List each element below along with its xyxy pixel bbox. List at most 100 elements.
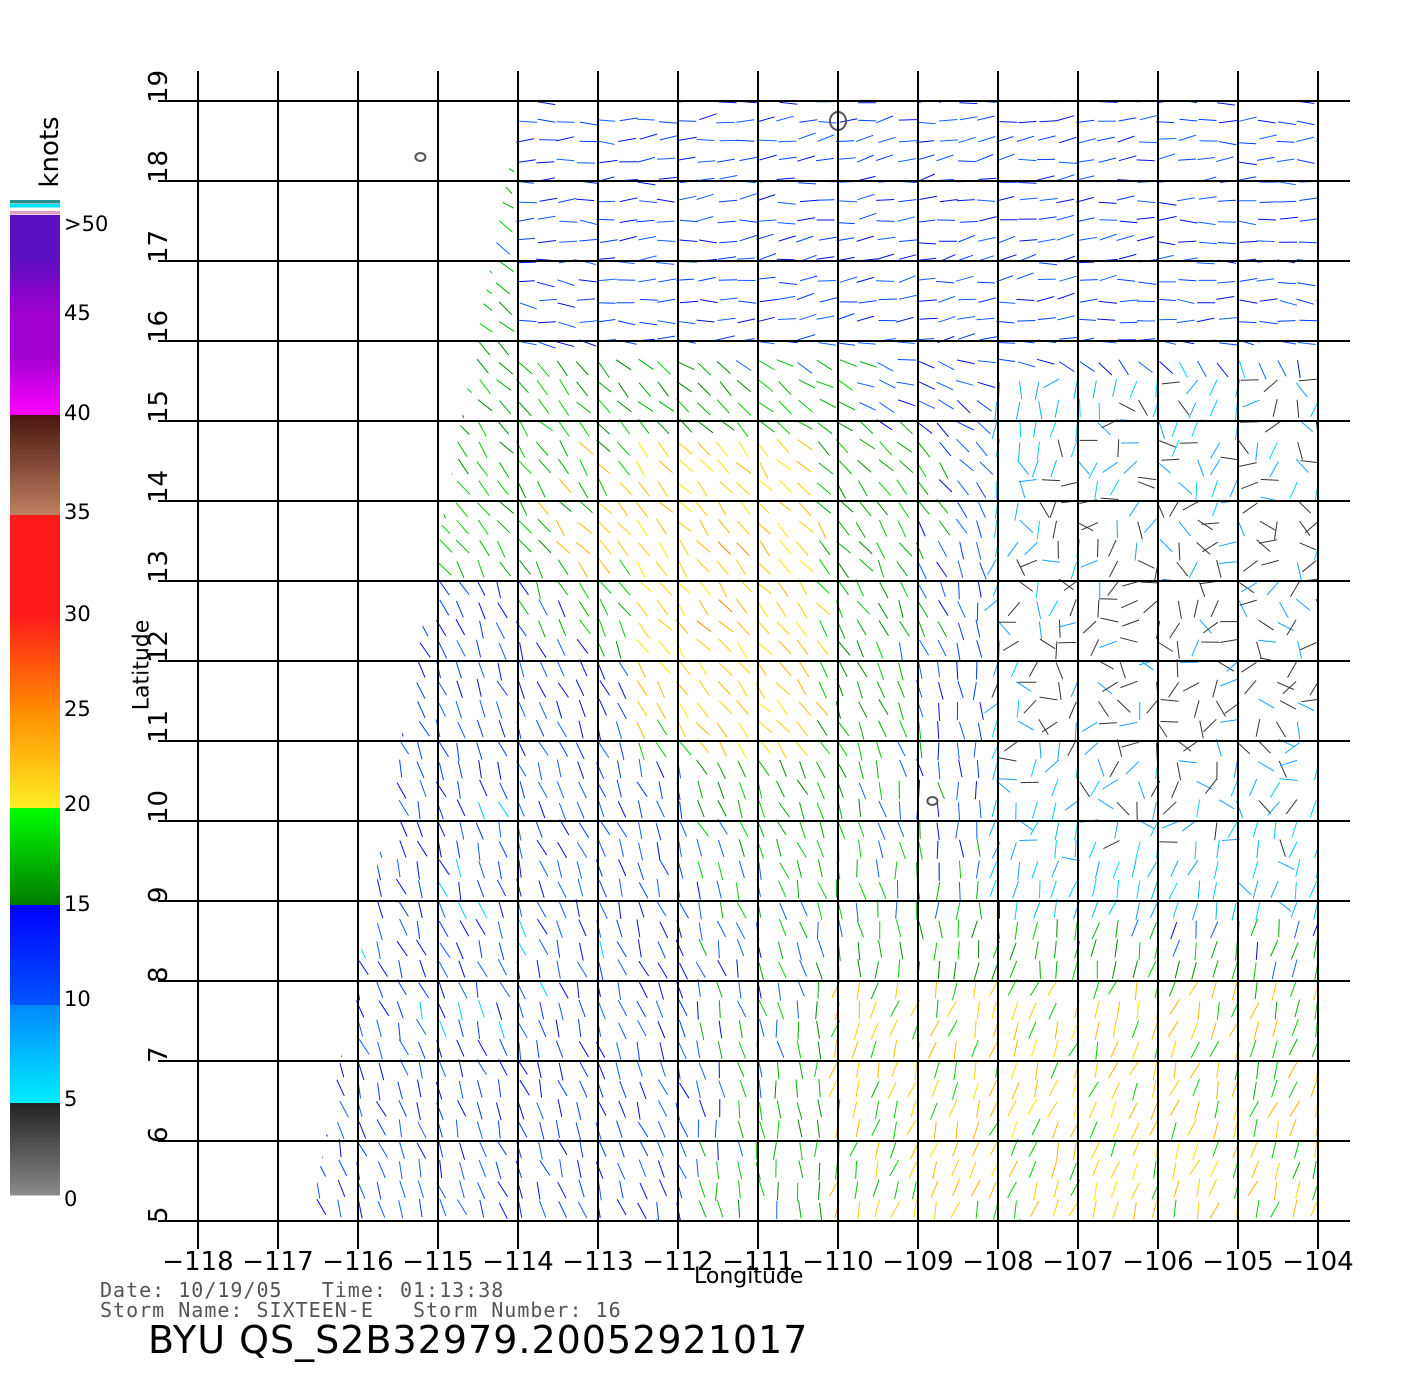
wind-vector xyxy=(1297,360,1301,379)
wind-vector xyxy=(679,1219,682,1221)
wind-vector xyxy=(1013,1022,1019,1041)
wind-vector xyxy=(237,762,242,779)
wind-vector xyxy=(938,316,956,323)
wind-vector xyxy=(198,143,210,156)
wind-vector xyxy=(1047,1101,1058,1118)
wind-vector xyxy=(929,1020,940,1037)
wind-vector xyxy=(256,382,268,395)
wind-vector xyxy=(556,939,561,958)
wind-vector xyxy=(518,460,532,475)
colorbar-label: 15 xyxy=(64,892,91,916)
wind-vector xyxy=(216,583,223,600)
wind-vector xyxy=(556,920,563,938)
wind-vector xyxy=(1028,1160,1037,1178)
wind-vector xyxy=(1299,319,1318,322)
wind-vector xyxy=(617,500,629,517)
wind-vector xyxy=(559,379,570,396)
wind-vector xyxy=(1271,1079,1278,1098)
wind-vector xyxy=(796,235,814,243)
wind-vector xyxy=(617,540,629,556)
wind-vector xyxy=(872,1179,880,1197)
wind-vector xyxy=(738,782,747,800)
wind-vector xyxy=(1131,919,1139,937)
wind-vector xyxy=(417,900,423,919)
wind-vector xyxy=(696,838,703,857)
wind-vector xyxy=(795,621,808,637)
wind-vector xyxy=(598,962,604,981)
wind-vector xyxy=(939,441,952,457)
wind-vector xyxy=(895,919,902,938)
wind-vector xyxy=(455,539,470,554)
wind-vector xyxy=(296,840,305,856)
wind-vector xyxy=(299,903,309,918)
wind-vector xyxy=(279,1082,286,1098)
wind-vector xyxy=(879,441,893,456)
wind-vector xyxy=(318,878,324,897)
wind-vector xyxy=(816,1119,820,1138)
wind-vector xyxy=(1079,236,1097,241)
wind-vector xyxy=(240,380,251,394)
wind-vector xyxy=(1270,939,1279,957)
wind-vector xyxy=(814,1139,819,1157)
wind-vector xyxy=(657,1100,668,1117)
wind-vector xyxy=(479,101,495,113)
wind-vector xyxy=(598,742,610,758)
wind-vector xyxy=(797,334,816,341)
wind-vector xyxy=(779,862,790,879)
colorbar-label: 30 xyxy=(64,602,91,626)
wind-vector xyxy=(415,939,427,956)
wind-vector xyxy=(1238,161,1257,166)
wind-vector xyxy=(579,121,598,126)
wind-vector xyxy=(1187,1119,1197,1136)
wind-vector xyxy=(1173,1199,1177,1218)
wind-vector xyxy=(678,195,697,201)
wind-vector xyxy=(536,500,549,515)
wind-vector xyxy=(656,420,670,435)
wind-vector xyxy=(1150,881,1158,900)
wind-vector xyxy=(871,1080,880,1098)
wind-vector xyxy=(279,379,291,392)
wind-vector xyxy=(858,701,868,718)
wind-vector xyxy=(1227,821,1238,838)
wind-vector xyxy=(598,839,606,857)
wind-vector xyxy=(918,601,929,618)
wind-vector xyxy=(579,459,588,477)
wind-vector xyxy=(319,299,332,314)
wind-vector xyxy=(814,1059,819,1077)
wind-vector xyxy=(1298,241,1317,244)
wind-vector xyxy=(395,878,407,895)
wind-vector xyxy=(947,1020,958,1037)
wind-vector xyxy=(877,1060,880,1079)
wind-vector xyxy=(893,1121,897,1140)
wind-vector xyxy=(695,216,714,222)
wind-vector xyxy=(917,422,933,434)
wind-vector xyxy=(991,1000,997,1019)
wind-vector xyxy=(975,441,988,457)
wind-vector xyxy=(1110,1139,1117,1157)
wind-vector xyxy=(774,1080,777,1099)
wind-vector xyxy=(893,1100,898,1119)
wind-vector xyxy=(738,980,742,999)
wind-vector xyxy=(696,540,711,553)
wind-vector xyxy=(216,621,223,638)
wind-vector xyxy=(1119,660,1126,679)
wind-vector xyxy=(1098,701,1109,717)
wind-vector xyxy=(559,1159,563,1178)
wind-vector xyxy=(457,721,466,739)
wind-vector xyxy=(1131,1042,1140,1060)
wind-vector xyxy=(637,900,645,918)
wind-vector xyxy=(697,800,705,818)
wind-vector xyxy=(816,602,831,616)
wind-vector xyxy=(1049,1079,1059,1097)
wind-vector xyxy=(897,341,916,344)
wind-vector xyxy=(1149,1119,1159,1136)
wind-vector xyxy=(1031,801,1038,819)
wind-vector xyxy=(1277,621,1294,632)
wind-vector xyxy=(796,942,802,961)
wind-vector xyxy=(558,421,570,437)
wind-vector xyxy=(719,480,734,494)
wind-vector xyxy=(698,1139,706,1157)
wind-vector xyxy=(639,1139,649,1157)
wind-vector xyxy=(416,398,431,412)
wind-vector xyxy=(417,741,423,760)
